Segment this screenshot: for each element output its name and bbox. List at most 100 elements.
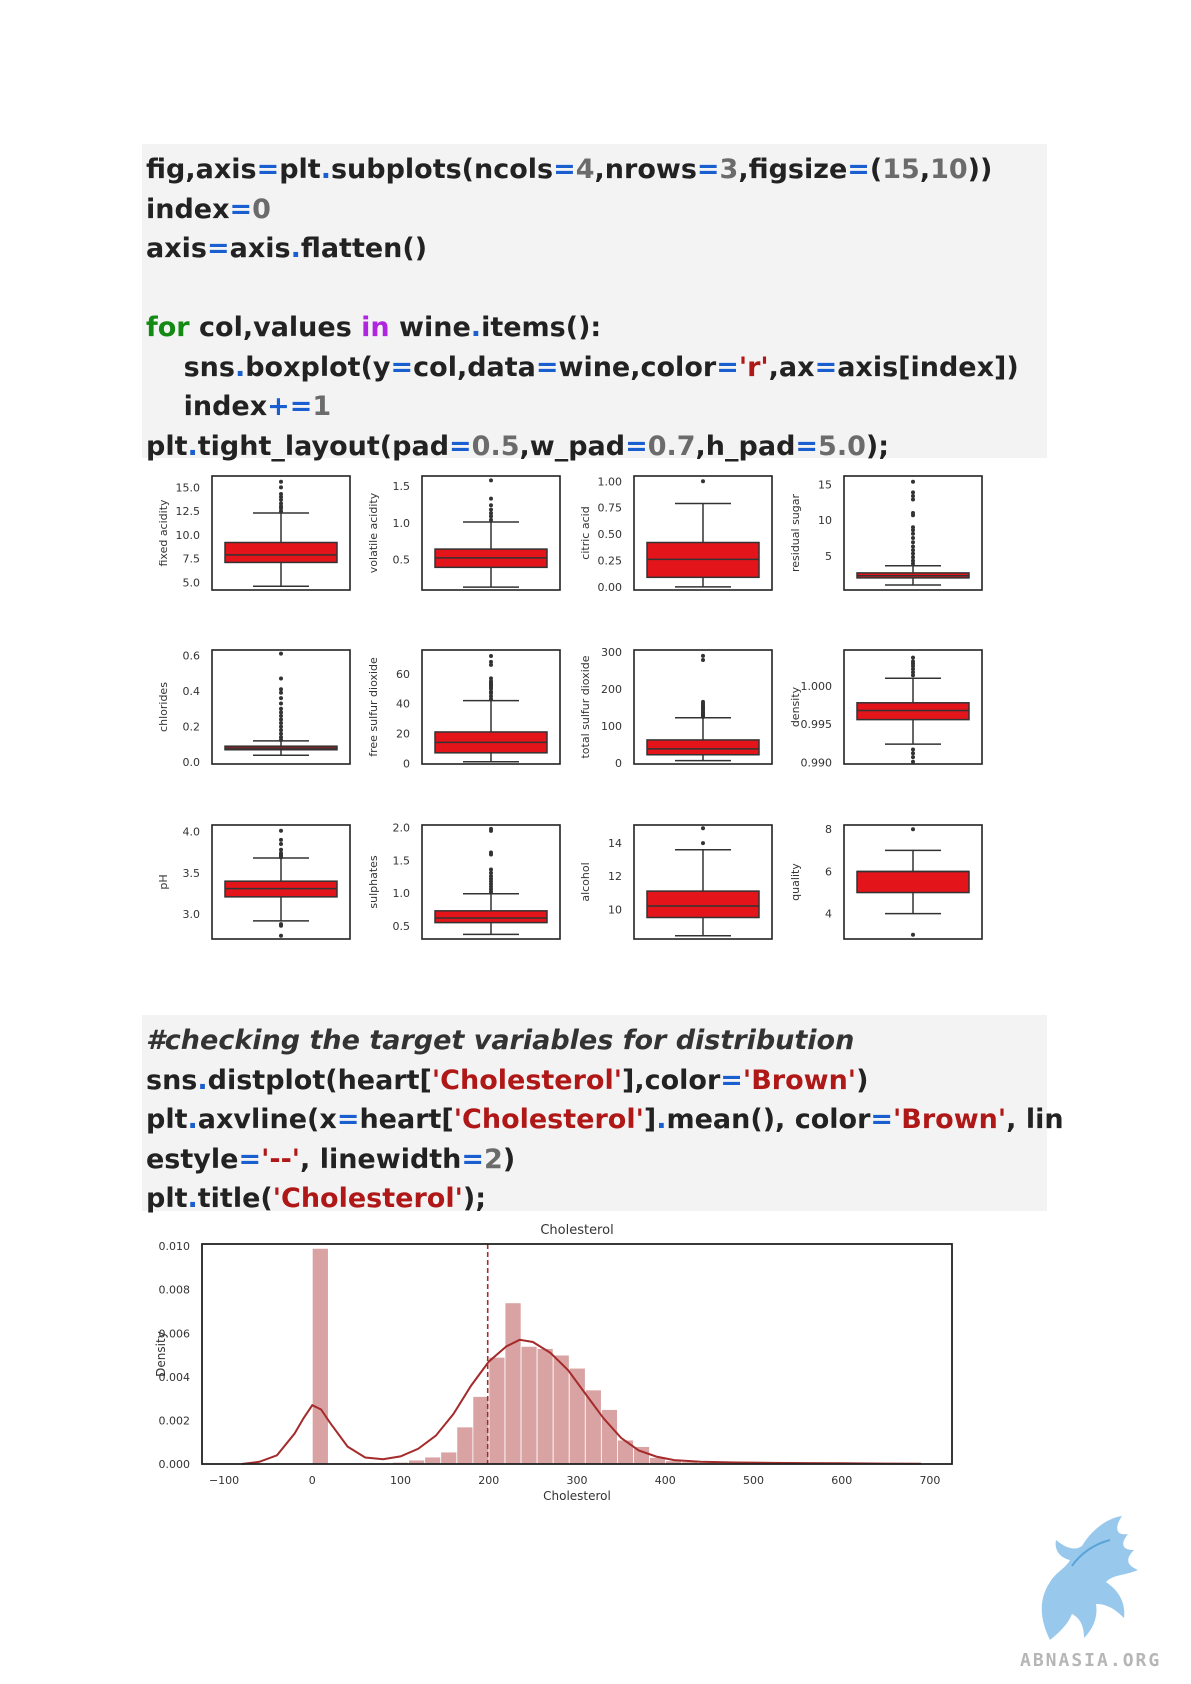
iqr-box [646,890,760,919]
y-tick-label: 0.2 [183,721,201,734]
outlier-point [489,679,493,684]
outlier-point [489,676,493,681]
outlier-point [279,713,283,718]
y-tick-label: 6 [825,865,832,878]
outlier-point [489,850,493,855]
outlier-point [911,540,915,545]
boxplot-panel: 5.0 7.5 10.0 12.5 15.0 fixed acidity [157,475,351,591]
outlier-point [911,670,915,675]
outlier-point [701,699,705,704]
code-token: 'Cholesterol' [272,1183,463,1214]
x-tick-label: 0 [309,1474,316,1487]
outlier-point [279,501,283,506]
y-tick-label: 1.5 [393,480,411,493]
y-axis-label: pH [157,874,170,889]
outlier-point [279,696,283,701]
code-token: = [696,154,720,185]
x-tick-label: 700 [919,1474,940,1487]
code-token: 'Brown' [893,1104,1007,1135]
outlier-point [279,479,283,484]
code-token: 3 [719,154,739,185]
code-token: ) [856,1064,869,1096]
histogram-bar [617,1439,634,1465]
boxplot-panel: 0 100 200 300 total sulfur dioxide [579,646,773,770]
outlier-point [279,851,283,856]
y-tick-label: 12 [608,870,622,883]
outlier-point [701,826,705,831]
outlier-point [279,710,283,715]
iqr-box [646,739,760,756]
code-token: . [187,1183,198,1214]
code-token: items(): [481,312,602,343]
y-tick-label: 0.75 [598,502,623,515]
y-tick-label: 15.0 [176,481,201,494]
y-tick-label: 0.002 [159,1414,191,1427]
y-tick-label: 200 [601,683,622,696]
outlier-point [489,697,493,702]
boxplot-panel: 4 6 8 quality [789,823,983,940]
outlier-point [911,548,915,553]
code-token: #checking the target variables for distr… [146,1025,855,1056]
y-tick-label: 12.5 [176,505,201,518]
code-token: = [336,1104,360,1135]
x-tick-label: 500 [743,1474,764,1487]
outlier-point [279,509,283,514]
y-tick-label: 5 [825,550,832,563]
code-token: = [716,351,739,383]
boxplot-panel: 0.00 0.25 0.50 0.75 1.00 citric acid [579,475,773,594]
code-token: 4 [575,154,595,185]
boxplot-panel: 10 12 14 alcohol [579,824,773,940]
outlier-point [279,492,283,497]
x-tick-label: 100 [390,1474,411,1487]
y-tick-label: 10 [608,903,622,916]
cholesterol-distplot-figure: Cholesterol 0.000 0.002 0.004 0.006 0.008 0.01… [154,1223,953,1503]
y-tick-label: 0.0 [183,756,201,769]
outlier-point [279,847,283,852]
outlier-point [279,922,283,927]
code-token: plt [279,154,321,185]
y-tick-label: 0.25 [598,554,623,567]
iqr-box [856,702,970,721]
outlier-point [489,870,493,875]
code-token: 1 [312,391,332,422]
code-token: = [870,1104,894,1135]
y-tick-label: 10.0 [176,529,201,542]
y-tick-label: 7.5 [183,553,201,566]
boxplot-panel: 5 10 15 residual sugar [789,475,983,591]
histogram-bar [584,1389,602,1465]
y-tick-label: 1.0 [393,887,411,900]
outlier-point [911,932,915,937]
code-token: col,data [413,351,536,383]
code-token: ); [865,430,890,462]
y-tick-label: 0.5 [393,920,411,933]
x-tick-label: −100 [209,1474,239,1487]
y-axis-label: residual sugar [789,494,802,573]
code-token: . [656,1104,667,1135]
code-token: axis [146,233,207,264]
outlier-point [279,676,283,681]
outlier-point [911,490,915,495]
code-token: = [206,233,230,264]
outlier-point [489,478,493,483]
y-tick-label: 0.5 [393,553,411,566]
code-token: mean(), color [666,1104,871,1135]
y-axis-label: alcohol [579,862,592,901]
outlier-point [489,659,493,664]
code-token: 'Cholesterol' [453,1104,644,1135]
code-token: . [290,233,301,264]
code-line [146,269,1043,309]
y-axis-label: sulphates [367,855,380,909]
code-line: plt.tight_layout(pad=0.5,w_pad=0.7,h_pad… [146,427,1043,467]
outlier-point [279,731,283,736]
histogram-bar [536,1348,554,1465]
y-tick-label: 60 [396,668,410,681]
code-token: . [187,430,198,462]
code-token: ] [643,1104,657,1135]
y-tick-label: 0.00 [598,581,623,594]
code-token: title( [197,1183,273,1214]
code-token: . [187,1104,198,1135]
y-tick-label: 15 [818,479,832,492]
x-tick-label: 400 [655,1474,676,1487]
code-line: sns.distplot(heart['Cholesterol'],color=… [146,1061,1043,1101]
